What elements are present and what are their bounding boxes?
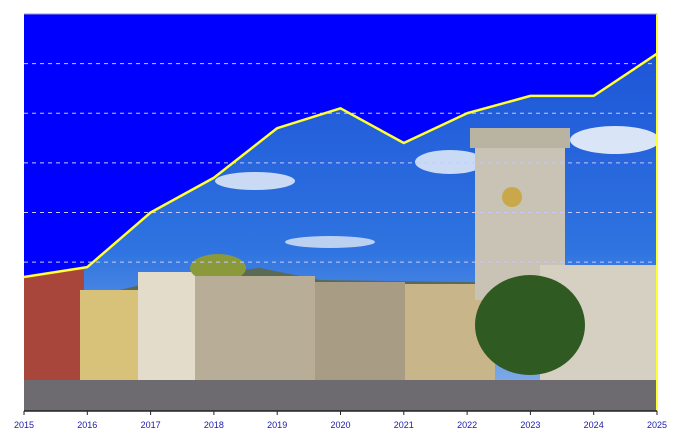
data-point <box>339 107 342 110</box>
x-tick-label: 2022 <box>457 420 477 430</box>
data-point <box>276 127 279 129</box>
x-tick-label: 2015 <box>14 420 34 430</box>
x-tick-label: 2020 <box>330 420 350 430</box>
data-point <box>466 112 468 115</box>
x-tick-label: 2023 <box>520 420 540 430</box>
data-point <box>149 211 152 214</box>
data-point <box>529 95 532 97</box>
data-point <box>403 142 405 144</box>
data-point <box>86 266 89 268</box>
gridlines <box>24 63 657 263</box>
x-tick-label: 2021 <box>394 420 414 430</box>
x-tick-label: 2016 <box>77 420 97 430</box>
x-tick-label: 2024 <box>584 420 604 430</box>
x-tick-label: 2018 <box>204 420 224 430</box>
area-fill-above-line <box>24 14 657 278</box>
data-point <box>592 95 595 97</box>
x-axis-ticks: 2015 2016 2017 2018 2019 2020 2021 2022 2023 2024… <box>14 411 667 430</box>
x-tick-label: 2017 <box>141 420 161 430</box>
data-point <box>213 176 215 179</box>
x-tick-label: 2019 <box>267 420 287 430</box>
data-point <box>23 276 25 278</box>
x-tick-label: 2025 <box>647 420 667 430</box>
